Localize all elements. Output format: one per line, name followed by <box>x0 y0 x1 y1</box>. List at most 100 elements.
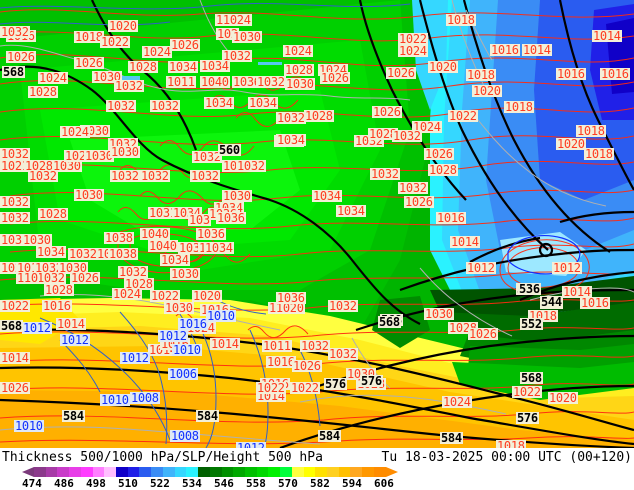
slp-contour-label: 11024 <box>215 13 252 27</box>
slp-contour-label: 1020 <box>548 391 578 405</box>
slp-contour-label: 1026 <box>386 66 416 80</box>
slp-contour-label: 1030 <box>232 30 262 44</box>
slp-contour-label: 1014 <box>522 43 552 57</box>
slp-contour-label: 1018 <box>584 147 614 161</box>
slp-contour-label: 1040 <box>148 239 178 253</box>
slp-contour-label: 1032 <box>190 169 220 183</box>
slp-contour-label: 1032 <box>328 347 358 361</box>
colorbar-swatch <box>139 467 152 477</box>
colorbar-swatch <box>198 467 210 477</box>
slp-contour-label: 576 <box>324 377 347 391</box>
slp-contour-label: 1040 <box>140 227 170 241</box>
colorbar-swatch <box>80 467 93 477</box>
slp-contour-label: 1032 <box>300 339 330 353</box>
slp-contour-label: 576 <box>516 411 539 425</box>
slp-contour-label: 568 <box>2 65 25 79</box>
slp-contour-label: 1016 <box>42 299 72 313</box>
colorbar-swatch <box>244 467 257 477</box>
slp-contour-label: 1028 <box>124 277 154 291</box>
colorbar-tick: 606 <box>374 477 394 490</box>
h500-contour-label: 584 <box>318 429 341 443</box>
thickness-band-546b <box>412 0 448 110</box>
slp-contour-label: 1026 <box>372 105 402 119</box>
slp-contour-label-low: 1012 <box>22 321 52 335</box>
slp-contour-label-low: 1012 <box>236 442 266 448</box>
slp-contour-label: 1016 <box>436 211 466 225</box>
colorbar-tick: 522 <box>150 477 170 490</box>
slp-contour-label: 1034 <box>168 60 198 74</box>
slp-contour-label-low: 1006 <box>168 367 198 381</box>
slp-contour-label: 1032 <box>114 79 144 93</box>
slp-contour-label: 1016 <box>580 296 610 310</box>
slp-contour-label-low: 1010 <box>206 309 236 323</box>
slp-contour-label: 1030 <box>164 301 194 315</box>
footer-text-line: Thickness 500/1000 hPa/SLP/Height 500 hP… <box>2 449 632 466</box>
slp-contour-label: 1011 <box>166 75 196 89</box>
slp-contour-label: 1020 <box>108 19 138 33</box>
colorbar-cap-right <box>386 467 398 477</box>
slp-contour-label: 1022 <box>290 381 320 395</box>
slp-contour-label: 1030 <box>58 261 88 275</box>
colorbar-tick: 582 <box>310 477 330 490</box>
thickness-band-590 <box>0 390 634 448</box>
colorbar-swatch <box>326 467 339 477</box>
slp-contour-label: 1032 <box>392 129 422 143</box>
slp-contour-label: 1030 <box>52 159 82 173</box>
slp-contour-label: 1034 <box>200 59 230 73</box>
h500-contour-label: 536 <box>518 282 541 296</box>
slp-contour-label: 1032 <box>370 167 400 181</box>
h500-contour-label: 584 <box>62 409 85 423</box>
slp-contour-label: 1026 <box>6 50 36 64</box>
slp-contour-label: 1024 <box>60 125 90 139</box>
slp-contour-label: 1032 <box>110 169 140 183</box>
slp-contour-label: 1018 <box>446 13 476 27</box>
slp-contour-label: 1012 <box>466 261 496 275</box>
colorbar: 474 486 498 510 522 534 546 558 570 582 594 606 <box>0 467 634 490</box>
slp-contour-label: 1026 <box>292 359 322 373</box>
slp-contour-label: 1016 <box>556 67 586 81</box>
colorbar-swatch <box>338 467 351 477</box>
slp-contour-label: 1032 <box>36 271 66 285</box>
colorbar-tick: 498 <box>86 477 106 490</box>
slp-contour-label: 1024 <box>442 395 472 409</box>
slp-contour-label: 1034 <box>312 189 342 203</box>
slp-contour-label: 1030 <box>110 145 140 159</box>
slp-contour-label: 1030 <box>74 188 104 202</box>
h500-contour-label: 584 <box>196 409 219 423</box>
slp-contour-label: 11020 <box>268 301 305 315</box>
h500-contour-label: 560 <box>218 143 241 157</box>
slp-contour-label: 1032 <box>150 99 180 113</box>
colorbar-swatches <box>34 467 386 477</box>
slp-contour-label: 1018 <box>504 100 534 114</box>
map-canvas[interactable]: 1016568102410281018102010221026103010321… <box>0 0 634 448</box>
slp-contour-label: 1032 <box>276 111 306 125</box>
slp-contour-label: 584 <box>440 431 463 445</box>
slp-contour-label: 1026 <box>404 195 434 209</box>
colorbar-tick: 510 <box>118 477 138 490</box>
colorbar-swatch <box>151 467 163 477</box>
slp-contour-label: 1038 <box>108 247 138 261</box>
colorbar-swatch <box>57 467 70 477</box>
slp-contour-label: 1038 <box>104 231 134 245</box>
slp-contour-label: 1018 <box>496 440 526 448</box>
slp-contour-label: 1030 <box>424 307 454 321</box>
colorbar-swatch <box>34 467 46 477</box>
colorbar-swatch <box>280 467 292 477</box>
slp-contour-label: 1026 <box>468 327 498 341</box>
slp-contour-label: 1020 <box>428 60 458 74</box>
h500-low-rings <box>507 235 581 275</box>
colorbar-tick: 486 <box>54 477 74 490</box>
slp-contour-label: 1022 <box>448 109 478 123</box>
slp-contour-label: 1034 <box>204 241 234 255</box>
thickness-band-562b <box>452 362 634 400</box>
colorbar-tick: 474 <box>22 477 42 490</box>
slp-contour-label: 1018 <box>466 68 496 82</box>
slp-contour-label: 1014 <box>210 337 240 351</box>
slp-contour-label: 1022 <box>0 299 30 313</box>
slp-contour-label: 1028 <box>284 63 314 77</box>
colorbar-swatch <box>209 467 222 477</box>
slp-contour-label: 1031 <box>148 206 178 220</box>
slp-contour-label: 1014 <box>56 317 86 331</box>
slp-contour-label: 1030 <box>170 267 200 281</box>
